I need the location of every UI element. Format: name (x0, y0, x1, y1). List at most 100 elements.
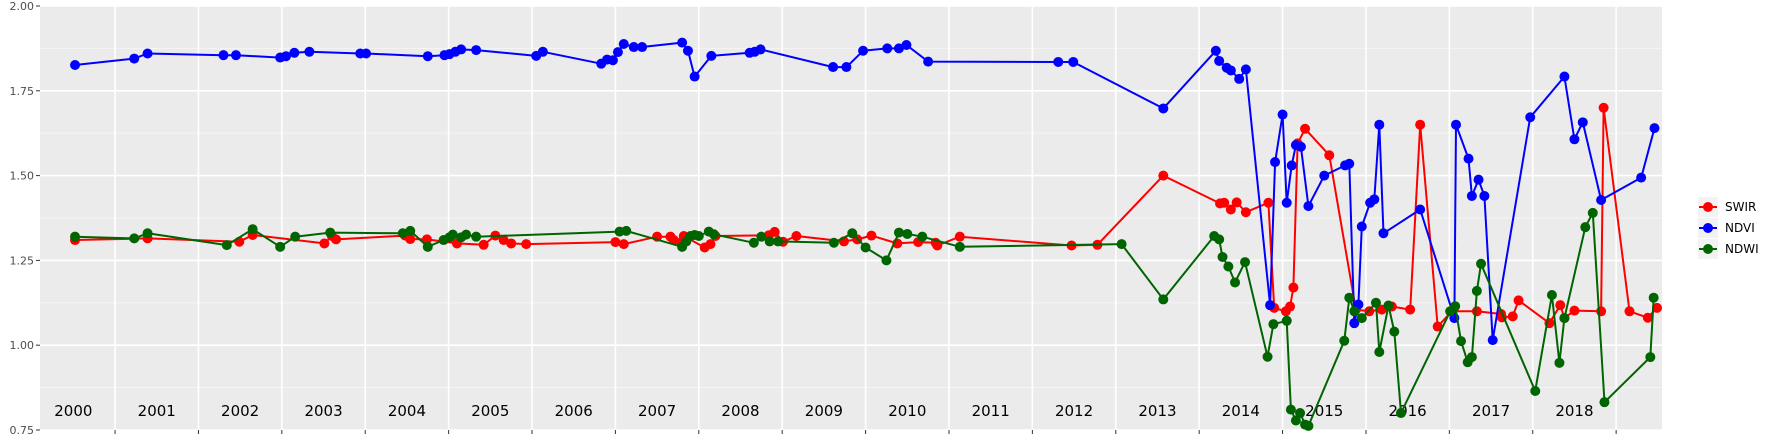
data-point (221, 240, 232, 251)
data-point (471, 231, 482, 242)
data-point (1223, 261, 1234, 272)
data-point (129, 53, 140, 64)
data-point (1651, 302, 1662, 313)
data-point (882, 43, 893, 54)
data-point (881, 255, 892, 266)
data-point (422, 241, 433, 252)
data-point (706, 50, 717, 61)
data-point (1559, 71, 1570, 82)
data-point (1415, 204, 1426, 215)
data-point (1370, 297, 1381, 308)
data-point (1476, 258, 1487, 269)
data-point (1463, 153, 1474, 164)
data-point (902, 228, 913, 239)
legend: SWIR NDVI NDWI (1698, 197, 1759, 259)
data-point (1598, 102, 1609, 113)
year-label: 2009 (805, 402, 843, 420)
data-point (1507, 311, 1518, 322)
data-point (764, 236, 775, 247)
data-point (1471, 285, 1482, 296)
data-point (142, 48, 153, 59)
data-point (1479, 190, 1490, 201)
data-point (1231, 197, 1242, 208)
data-point (1225, 204, 1236, 215)
data-point (1356, 313, 1367, 324)
data-point (331, 234, 342, 245)
data-point (405, 225, 416, 236)
data-point (319, 238, 330, 249)
data-point (1324, 150, 1335, 161)
data-point (1303, 420, 1314, 431)
data-point (247, 224, 258, 235)
data-point (773, 236, 784, 247)
data-point (607, 55, 618, 66)
data-point (1405, 304, 1416, 315)
data-point (1466, 352, 1477, 363)
year-label: 2012 (1055, 402, 1093, 420)
legend-item-ndwi: NDWI (1698, 239, 1759, 259)
data-point (1378, 228, 1389, 239)
data-point (1300, 123, 1311, 134)
data-point (275, 241, 286, 252)
data-point (791, 230, 802, 241)
data-point (1587, 207, 1598, 218)
data-point (1451, 119, 1462, 130)
y-tick-label: 0.75 (10, 424, 35, 437)
data-point (1513, 295, 1524, 306)
data-point (1295, 408, 1306, 419)
data-point (755, 44, 766, 55)
data-point (1415, 119, 1426, 130)
data-point (628, 42, 639, 53)
data-point (756, 231, 767, 242)
data-point (289, 47, 300, 58)
data-point (1219, 197, 1230, 208)
data-point (325, 227, 336, 238)
data-point (422, 51, 433, 62)
data-point (1374, 346, 1385, 357)
year-label: 2011 (972, 402, 1010, 420)
data-point (1569, 134, 1580, 145)
data-point (637, 42, 648, 53)
data-point (1383, 300, 1394, 311)
data-point (1214, 234, 1225, 245)
year-label: 2013 (1138, 402, 1176, 420)
year-label: 2014 (1222, 402, 1260, 420)
data-point (1580, 222, 1591, 233)
data-point (689, 71, 700, 82)
data-point (923, 56, 934, 67)
year-label: 2016 (1389, 402, 1427, 420)
data-point (841, 62, 852, 73)
data-point (677, 37, 688, 48)
data-point (1546, 289, 1557, 300)
year-label: 2007 (638, 402, 676, 420)
data-point (610, 237, 621, 248)
data-point (1389, 326, 1400, 337)
data-point (1530, 385, 1541, 396)
data-point (1596, 195, 1607, 206)
data-point (498, 235, 509, 246)
data-point (1068, 56, 1079, 67)
y-tick-label: 1.25 (10, 254, 35, 267)
data-point (1559, 313, 1570, 324)
data-point (1456, 336, 1467, 347)
data-point (1303, 201, 1314, 212)
data-point (1281, 197, 1292, 208)
data-point (828, 237, 839, 248)
data-point (693, 230, 704, 241)
y-tick-label: 2.00 (10, 0, 35, 13)
data-point (1158, 294, 1169, 305)
data-point (1599, 397, 1610, 408)
data-point (1225, 65, 1236, 76)
data-point (421, 234, 432, 245)
data-point (1214, 55, 1225, 66)
year-label: 2018 (1555, 402, 1593, 420)
data-point (129, 233, 140, 244)
year-label: 2000 (54, 402, 92, 420)
data-point (705, 239, 716, 250)
year-label: 2004 (388, 402, 426, 420)
legend-label: SWIR (1725, 200, 1756, 214)
data-point (708, 229, 719, 240)
data-point (682, 45, 693, 56)
legend-item-swir: SWIR (1698, 197, 1756, 217)
